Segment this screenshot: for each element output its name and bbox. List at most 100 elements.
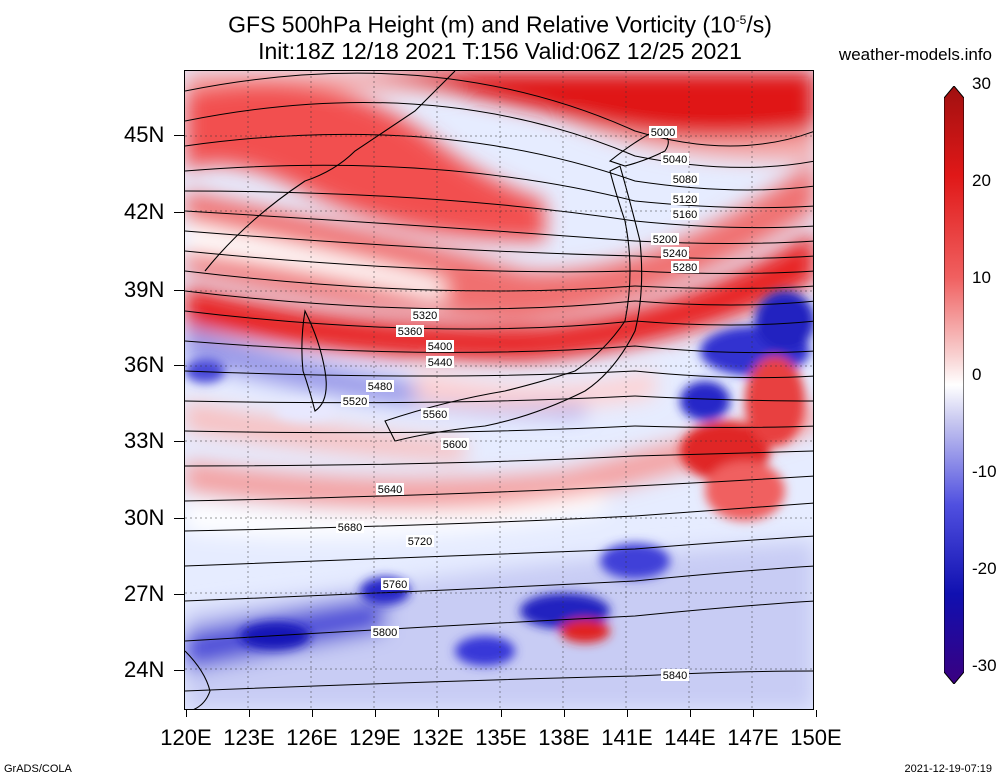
height-contour — [185, 164, 813, 209]
x-tick-label: 147E — [727, 725, 779, 750]
contour-label: 5280 — [673, 262, 697, 274]
contour-label-bg — [336, 521, 364, 533]
contour-label: 5360 — [398, 326, 422, 338]
footer-left: GrADS/COLA — [4, 763, 72, 775]
height-contour — [185, 565, 813, 602]
height-contour — [185, 72, 813, 147]
y-tick — [174, 594, 184, 595]
contour-label-bg — [661, 669, 689, 681]
x-tick-label: 150E — [790, 725, 842, 750]
coastline-japan — [384, 165, 643, 442]
y-tick — [174, 365, 184, 366]
height-contour — [185, 475, 813, 502]
coastlines — [185, 71, 669, 709]
chart-subtitle: Init:18Z 12/18 2021 T:156 Valid:06Z 12/2… — [258, 38, 742, 64]
y-tick-label: 24N — [124, 657, 165, 682]
height-contour — [185, 502, 813, 532]
contour-label: 5480 — [368, 381, 392, 393]
contour-label: 5640 — [378, 484, 402, 496]
footer-right: 2021-12-19-07:19 — [904, 763, 992, 775]
contour-label: 5760 — [383, 579, 407, 591]
height-contour — [185, 370, 813, 379]
contour-label-bg — [366, 380, 394, 392]
vorticity-eddies — [185, 291, 813, 666]
contour-label-bg — [441, 438, 469, 450]
x-tick — [564, 710, 565, 717]
x-tick — [312, 710, 313, 717]
colorbar — [944, 86, 964, 684]
height-contour — [185, 270, 813, 292]
height-contour — [185, 250, 813, 274]
contour-label-bg — [421, 408, 449, 420]
x-tick-label: 141E — [601, 725, 653, 750]
x-tick-label: 123E — [223, 725, 275, 750]
x-tick — [249, 710, 250, 717]
height-contours — [185, 72, 813, 692]
colorbar-label: -30 — [972, 656, 997, 675]
x-tick-label: 135E — [475, 725, 527, 750]
contour-label-bg — [671, 193, 699, 205]
x-tick-label: 129E — [349, 725, 401, 750]
contour-label: 5240 — [663, 248, 687, 260]
contour-labels: 5000 5040 5080 5120 5160 5200 5240 5280 5320 5360… — [336, 126, 699, 682]
x-tick — [627, 710, 628, 717]
contour-label: 5800 — [373, 627, 397, 639]
contour-label-bg — [411, 309, 439, 321]
x-tick — [816, 710, 817, 717]
contour-label: 5720 — [408, 536, 432, 548]
colorbar-label: 10 — [972, 268, 991, 287]
height-contour — [185, 395, 813, 404]
y-tick — [174, 135, 184, 136]
contour-label-bg — [671, 261, 699, 273]
x-tick — [375, 710, 376, 717]
y-tick — [174, 670, 184, 671]
height-contour — [185, 600, 813, 642]
y-tick-label: 27N — [124, 581, 165, 606]
map-canvas: 5000 5040 5080 5120 5160 5200 5240 5280 5320 5360… — [185, 71, 813, 709]
contour-label-bg — [661, 153, 689, 165]
y-tick — [174, 212, 184, 213]
colorbar-label: -20 — [972, 559, 997, 578]
x-tick-label: 138E — [538, 725, 590, 750]
y-tick-label: 39N — [124, 277, 165, 302]
height-contour — [185, 450, 813, 467]
site-credit: weather-models.info — [838, 45, 992, 64]
x-tick-label: 120E — [160, 725, 212, 750]
chart-title: GFS 500hPa Height (m) and Relative Vorti… — [228, 11, 772, 38]
height-contour — [185, 670, 813, 692]
contour-label: 5160 — [673, 209, 697, 221]
height-contour — [185, 190, 813, 229]
contour-label-bg — [376, 483, 404, 495]
height-contour — [185, 425, 813, 434]
contour-label-bg — [396, 325, 424, 337]
contour-label-bg — [661, 247, 689, 259]
coastline-hokkaido — [608, 130, 669, 167]
coastline-taiwan — [185, 650, 211, 709]
contour-label-bg — [406, 535, 434, 547]
height-contour — [185, 340, 813, 354]
colorbar-label: -10 — [972, 462, 997, 481]
y-tick-label: 30N — [124, 505, 165, 530]
x-tick — [690, 710, 691, 717]
colorbar-gradient — [944, 86, 964, 684]
x-tick — [753, 710, 754, 717]
x-tick — [438, 710, 439, 717]
contour-label-bg — [649, 126, 677, 138]
height-contour — [185, 290, 813, 310]
contour-label: 5520 — [343, 396, 367, 408]
contour-label-bg — [426, 340, 454, 352]
x-tick-label: 126E — [286, 725, 338, 750]
x-tick-label: 132E — [412, 725, 464, 750]
vorticity-map: 5000 5040 5080 5120 5160 5200 5240 5280 5320 5360… — [184, 70, 814, 710]
y-tick-label: 42N — [124, 199, 165, 224]
contour-label-bg — [341, 395, 369, 407]
y-tick — [174, 518, 184, 519]
height-contour — [185, 535, 813, 567]
height-contour — [185, 210, 813, 244]
y-tick-label: 36N — [124, 352, 165, 377]
colorbar-label: 0 — [972, 365, 982, 384]
contour-label: 5000 — [651, 127, 675, 139]
contour-label: 5080 — [673, 174, 697, 186]
contour-label: 5560 — [423, 409, 447, 421]
contour-label: 5120 — [673, 194, 697, 206]
